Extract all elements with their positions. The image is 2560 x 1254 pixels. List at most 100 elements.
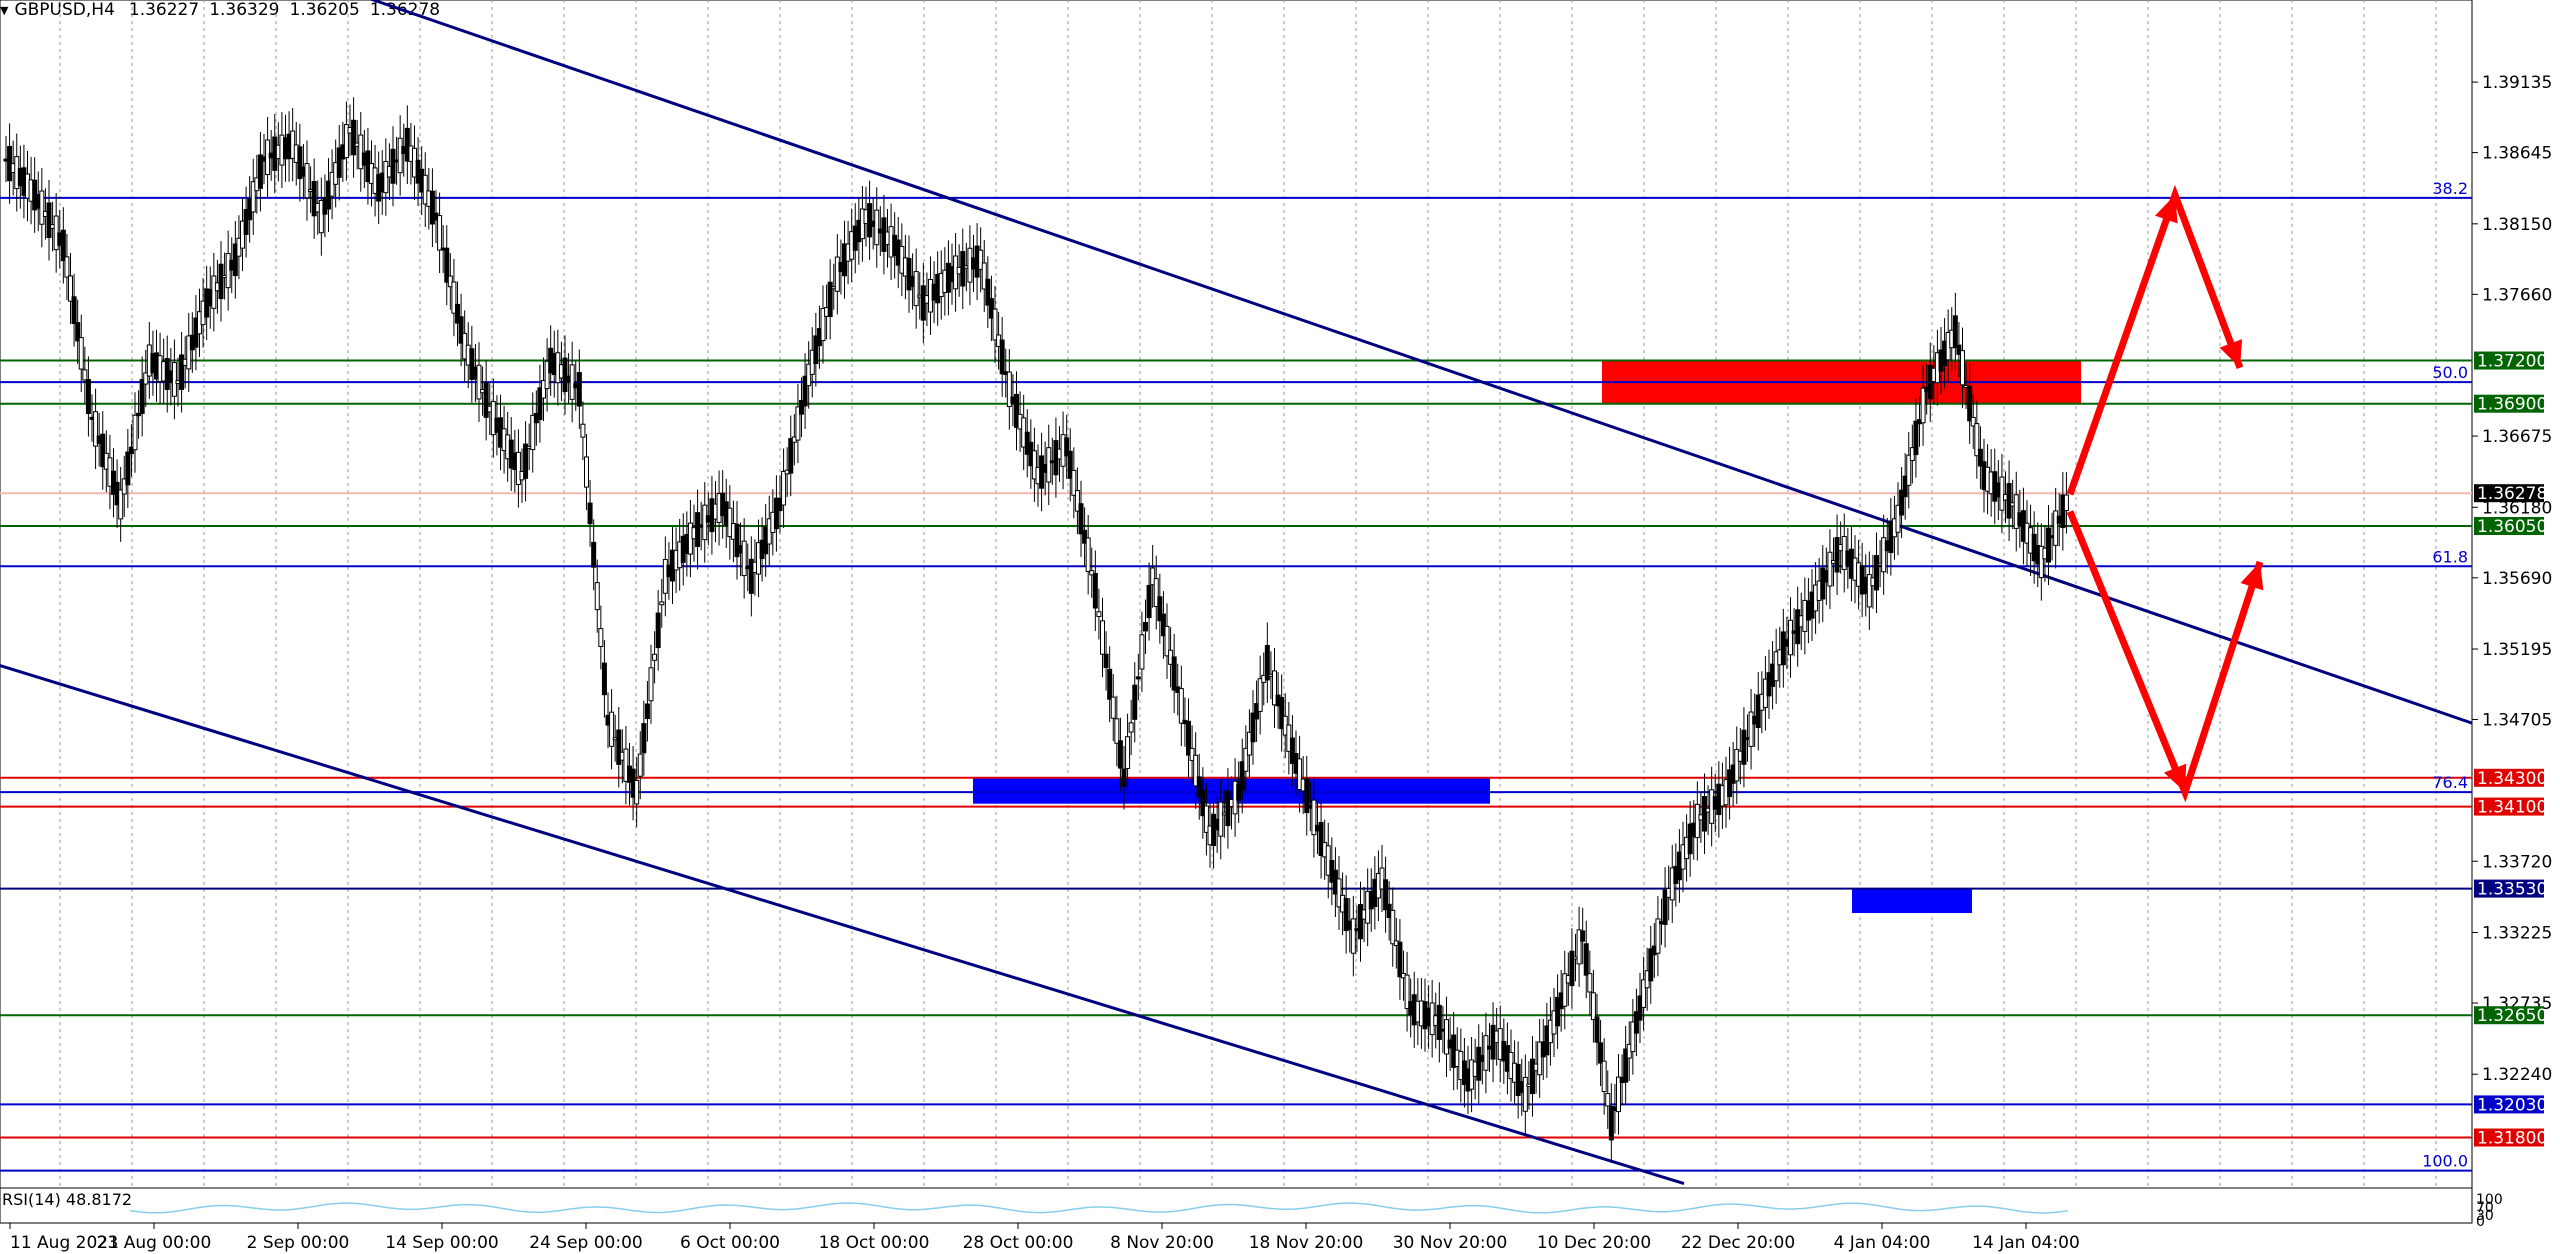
candle bbox=[1200, 789, 1206, 817]
candle bbox=[304, 163, 310, 199]
forecast-arrow bbox=[2066, 184, 2244, 496]
candle bbox=[1755, 694, 1761, 728]
candle bbox=[1530, 1058, 1535, 1095]
candle bbox=[584, 456, 589, 488]
candle bbox=[1336, 878, 1342, 908]
candle bbox=[541, 380, 546, 399]
candle bbox=[1114, 718, 1120, 744]
candle bbox=[580, 423, 586, 438]
candle bbox=[404, 127, 410, 162]
candle bbox=[988, 298, 994, 319]
candle bbox=[318, 200, 324, 234]
candle bbox=[569, 364, 575, 400]
candle bbox=[132, 414, 138, 451]
candle bbox=[1881, 537, 1887, 573]
candle bbox=[1970, 416, 1976, 427]
trendline bbox=[368, 0, 2473, 725]
candle bbox=[1078, 503, 1084, 535]
candle bbox=[1100, 620, 1105, 655]
candle bbox=[1146, 584, 1152, 619]
candle bbox=[1203, 805, 1209, 833]
candle bbox=[530, 414, 536, 451]
candle bbox=[659, 601, 665, 606]
candle bbox=[1702, 796, 1707, 832]
level-tag bbox=[2474, 879, 2544, 898]
rsi-scale-70: 70 bbox=[2476, 1200, 2494, 1216]
candle bbox=[1694, 803, 1700, 839]
candle bbox=[1913, 420, 1919, 456]
candle bbox=[1071, 469, 1077, 496]
candle bbox=[913, 271, 919, 307]
candle bbox=[447, 275, 453, 288]
candle bbox=[1193, 754, 1199, 787]
candle bbox=[1583, 943, 1589, 976]
candle bbox=[655, 612, 661, 649]
candle bbox=[1827, 551, 1833, 587]
candle bbox=[1014, 393, 1019, 428]
candle bbox=[250, 181, 256, 213]
candle bbox=[1150, 567, 1156, 586]
candle bbox=[795, 406, 801, 441]
price-tick-label: 1.39135 bbox=[2482, 73, 2552, 93]
candle bbox=[1236, 783, 1242, 801]
price-tick-label: 1.36180 bbox=[2482, 498, 2552, 518]
candle bbox=[1662, 889, 1668, 925]
candle bbox=[1899, 489, 1905, 516]
level-tag bbox=[2474, 484, 2544, 503]
candle bbox=[1110, 696, 1116, 719]
candle bbox=[1157, 596, 1163, 622]
candle bbox=[171, 362, 177, 397]
level-label: 1.34100 bbox=[2477, 798, 2547, 818]
candle bbox=[1741, 729, 1747, 765]
candle bbox=[827, 281, 833, 317]
candle bbox=[186, 335, 192, 370]
time-tick-label: 8 Nov 20:00 bbox=[1110, 1233, 1214, 1253]
candle bbox=[1289, 737, 1295, 765]
price-tick-label: 1.33225 bbox=[2482, 923, 2552, 943]
time-tick-label: 22 Dec 20:00 bbox=[1681, 1233, 1795, 1253]
candle bbox=[1788, 619, 1793, 656]
candle bbox=[100, 433, 106, 468]
candle bbox=[591, 541, 597, 568]
candle bbox=[1006, 371, 1012, 408]
candle bbox=[634, 779, 640, 805]
candle bbox=[1117, 740, 1123, 769]
candle bbox=[483, 382, 489, 418]
candle bbox=[2006, 483, 2012, 519]
forecast-arrowhead bbox=[2240, 561, 2264, 591]
rsi-scale-30: 30 bbox=[2476, 1208, 2494, 1224]
candle bbox=[429, 190, 435, 225]
time-tick-label: 24 Sep 00:00 bbox=[529, 1233, 642, 1253]
candle bbox=[1135, 676, 1141, 680]
candle bbox=[1089, 570, 1095, 576]
candle bbox=[1537, 1041, 1543, 1076]
candle bbox=[2063, 494, 2069, 512]
candle bbox=[1164, 625, 1170, 657]
candle bbox=[243, 209, 249, 235]
time-tick-label: 14 Jan 04:00 bbox=[1972, 1233, 2080, 1253]
candle bbox=[1067, 450, 1073, 479]
time-tick-label: 18 Nov 20:00 bbox=[1249, 1233, 1364, 1253]
candle bbox=[788, 438, 794, 474]
candle bbox=[211, 275, 217, 309]
candle bbox=[390, 148, 396, 184]
candle bbox=[1107, 668, 1113, 700]
level-tag bbox=[2474, 797, 2544, 816]
candle bbox=[1397, 941, 1403, 978]
candle bbox=[1239, 761, 1245, 791]
candle bbox=[1616, 1076, 1621, 1113]
candle bbox=[257, 154, 263, 189]
candle bbox=[336, 147, 342, 178]
level-label: 1.31800 bbox=[2477, 1129, 2547, 1149]
price-tick-label: 1.33720 bbox=[2482, 852, 2552, 872]
rsi-scale-0: 0 bbox=[2476, 1214, 2485, 1230]
caret-down-icon[interactable]: ▼ bbox=[0, 3, 9, 17]
candle bbox=[351, 119, 357, 156]
candle bbox=[609, 711, 615, 747]
time-tick-label: 28 Oct 00:00 bbox=[963, 1233, 1074, 1253]
candle bbox=[598, 628, 604, 647]
candle bbox=[1569, 950, 1575, 987]
rsi-line bbox=[129, 1202, 2069, 1214]
level-label: 1.37200 bbox=[2477, 352, 2547, 372]
